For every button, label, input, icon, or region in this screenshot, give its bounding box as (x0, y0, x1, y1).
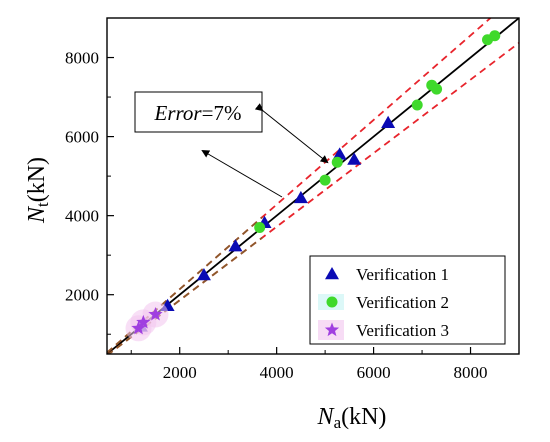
legend-marker-verification-3 (324, 322, 340, 337)
y-axis-title: Nt(kN) (24, 157, 52, 224)
point-verification-2-2 (331, 156, 343, 168)
y-tick-label: 8000 (65, 49, 99, 68)
equality-line-0 (107, 18, 519, 354)
x-tick-label: 6000 (357, 363, 391, 382)
x-tick-label: 4000 (260, 363, 294, 382)
point-verification-2-0 (254, 222, 266, 234)
error-annotation: Error=7% (134, 91, 329, 198)
point-verification-2-5 (431, 83, 443, 95)
point-verification-1-6 (332, 147, 347, 160)
point-verification-3-2 (148, 306, 163, 321)
error-annotation-label: Error=7% (154, 101, 242, 125)
legend-marker-verification-2 (326, 296, 338, 308)
point-verification-2-1 (319, 174, 331, 186)
y-tick-label: 4000 (65, 207, 99, 226)
reference-lines (107, 18, 519, 354)
legend-label-verification-2: Verification 2 (356, 293, 449, 312)
point-verification-2-7 (489, 30, 501, 42)
point-verification-1-3 (228, 239, 243, 252)
error-annotation-box (134, 91, 263, 133)
point-verification-1-7 (347, 152, 362, 165)
axis-ticks: 2000 4000 6000 8000 2000 4000 6000 8000 (65, 17, 520, 382)
error-bound-line-4 (107, 237, 263, 354)
data-points (125, 30, 501, 342)
legend-label-verification-1: Verification 1 (356, 265, 449, 284)
legend: Verification 1 Verification 2 Verification… (309, 255, 506, 345)
x-tick-label: 8000 (454, 363, 488, 382)
point-verification-1-2 (196, 267, 211, 281)
y-tick-label: 2000 (65, 286, 99, 305)
annotation-arrow-right (254, 103, 329, 164)
x-tick-label: 2000 (163, 363, 197, 382)
error-bound-line-3 (107, 216, 263, 354)
legend-label-verification-3: Verification 3 (356, 321, 449, 340)
y-tick-label: 6000 (65, 128, 99, 147)
plot-frame (106, 17, 520, 355)
point-verification-1-8 (381, 115, 396, 129)
point-verification-1-5 (293, 190, 308, 204)
point-verification-3-0 (131, 320, 146, 335)
annotation-arrow-left (201, 149, 283, 198)
legend-marker-verification-1 (325, 267, 339, 280)
point-verification-3-1 (136, 314, 151, 329)
x-axis-title: Na(kN) (317, 404, 387, 432)
point-verification-2-3 (411, 99, 423, 111)
